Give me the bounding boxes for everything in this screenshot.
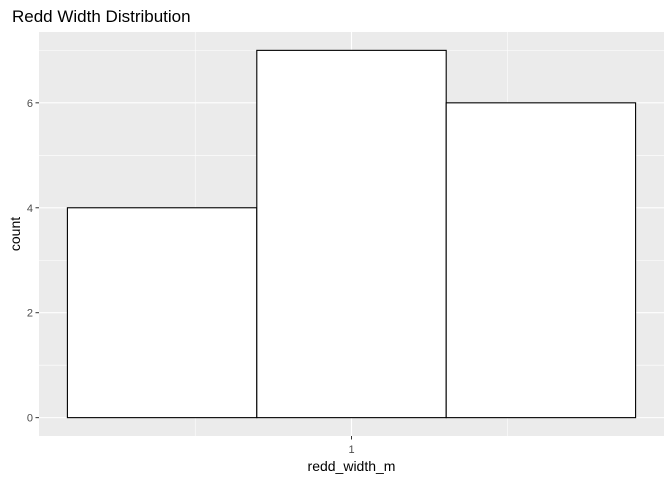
y-axis: 0 2 4 6: [27, 98, 39, 425]
histogram-bars: [66, 49, 637, 419]
histogram-bar: [256, 49, 447, 419]
y-tick-label: 6: [27, 98, 33, 110]
chart-title: Redd Width Distribution: [12, 7, 191, 26]
histogram-bar: [66, 207, 258, 419]
y-tick-label: 2: [27, 308, 33, 320]
x-axis-title: redd_width_m: [308, 458, 396, 474]
y-axis-title: count: [7, 217, 23, 251]
y-tick-label: 0: [27, 413, 33, 425]
histogram-bar: [445, 102, 637, 419]
x-axis: 1: [348, 436, 355, 456]
y-tick-label: 4: [27, 203, 33, 215]
x-tick-label: 1: [348, 444, 354, 456]
